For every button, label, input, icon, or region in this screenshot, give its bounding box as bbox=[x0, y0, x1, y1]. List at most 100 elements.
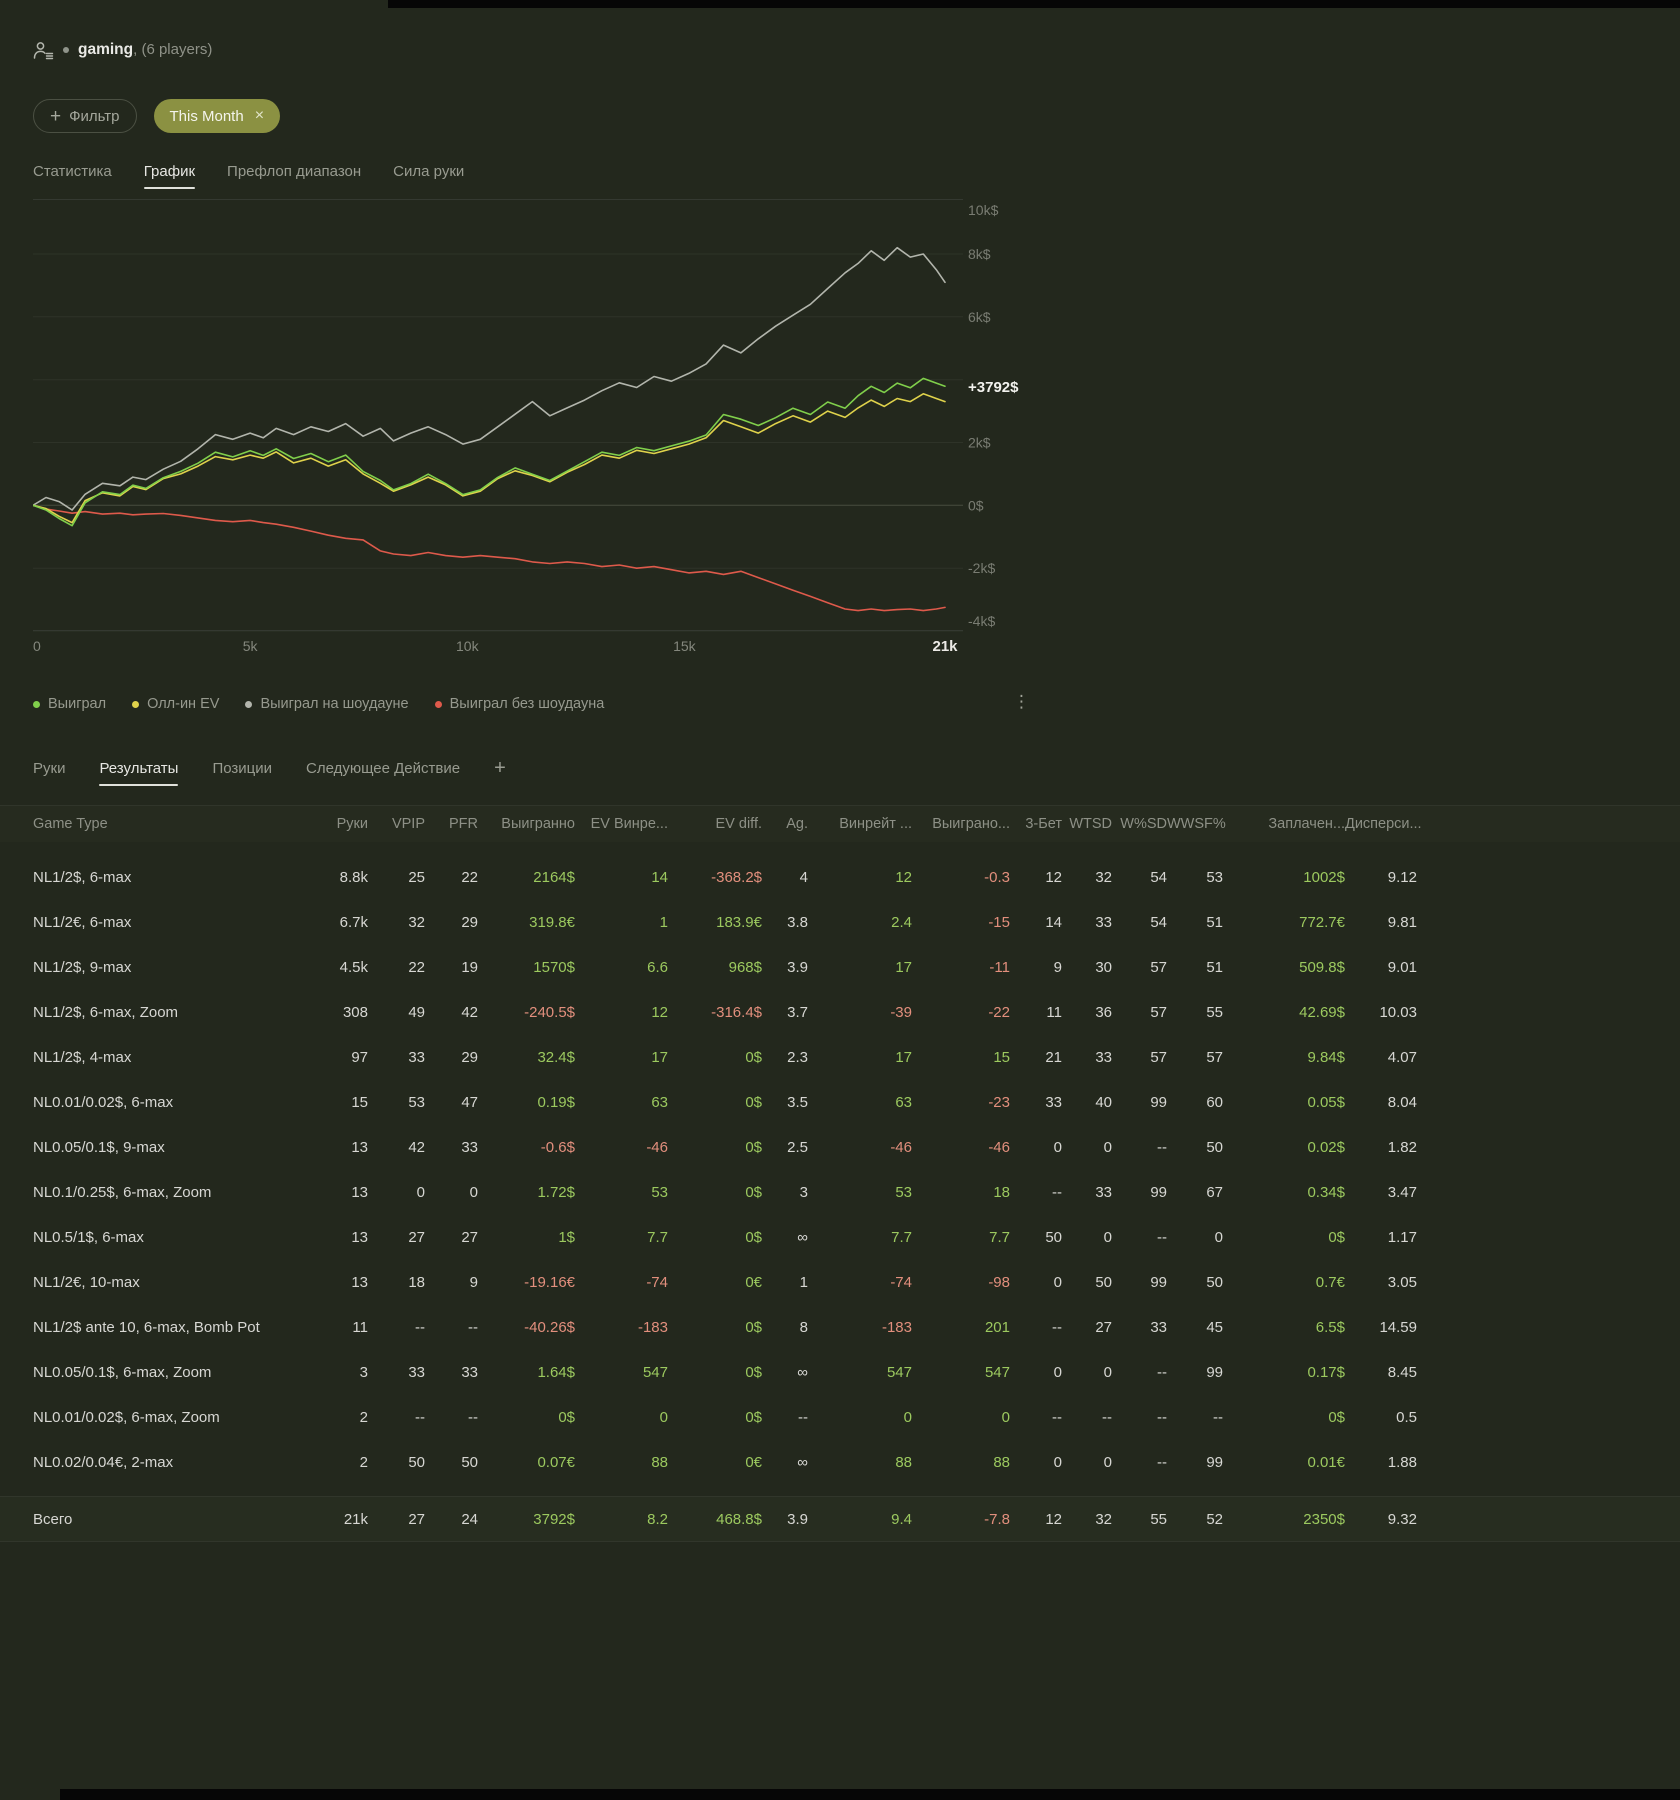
cell-ev-diff: 0$ bbox=[745, 1364, 762, 1381]
col-wsd[interactable]: W%SD bbox=[1120, 816, 1167, 832]
table-row[interactable]: NL0.02/0.04€, 2-max 2 50 50 0.07€ 88 0€ ∞ 88 88 0 0… bbox=[0, 1440, 1680, 1485]
svg-text:10k$: 10k$ bbox=[968, 202, 999, 218]
cell-wsd: -- bbox=[1157, 1139, 1167, 1156]
cell-ev-winrate: -74 bbox=[646, 1274, 668, 1291]
col-variance[interactable]: Дисперси... bbox=[1345, 816, 1422, 832]
table-row[interactable]: NL1/2€, 10-max 13 18 9 -19.16€ -74 0€ 1 -74 -98 0 5… bbox=[0, 1260, 1680, 1305]
tab-next-action[interactable]: Следующее Действие bbox=[306, 760, 461, 777]
cell-wwsf: 99 bbox=[1206, 1454, 1223, 1471]
table-row[interactable]: NL1/2$, 6-max, Zoom 308 49 42 -240.5$ 12 -316.… bbox=[0, 990, 1680, 1035]
cell-ev-winrate: -46 bbox=[646, 1139, 668, 1156]
table-row[interactable]: NL0.5/1$, 6-max 13 27 27 1$ 7.7 0$ ∞ 7.7 7.7 50 0 --… bbox=[0, 1215, 1680, 1260]
cell-hands: 13 bbox=[351, 1184, 368, 1201]
col-ag[interactable]: Ag. bbox=[786, 816, 808, 832]
cell-ev-winrate: 1 bbox=[659, 914, 668, 931]
cell-ev-diff: 0$ bbox=[745, 1409, 762, 1426]
col-3bet[interactable]: 3-Бет bbox=[1025, 816, 1062, 832]
legend-non-showdown[interactable]: Выиграл без шоудауна bbox=[434, 696, 604, 712]
cell-pfr: -- bbox=[468, 1409, 478, 1426]
cell-wtsd: 33 bbox=[1095, 914, 1112, 931]
cell-wtsd: 0 bbox=[1103, 1229, 1112, 1246]
table-row[interactable]: NL1/2$ ante 10, 6-max, Bomb Pot 11 -- -- -40… bbox=[0, 1305, 1680, 1350]
tab-results[interactable]: Результаты bbox=[99, 760, 178, 786]
col-pfr[interactable]: PFR bbox=[449, 816, 478, 832]
cell-won-sd: -23 bbox=[988, 1094, 1010, 1111]
cell-won: 1570$ bbox=[533, 959, 575, 976]
legend-won[interactable]: Выиграл bbox=[33, 696, 106, 712]
cell-wtsd: 0 bbox=[1103, 1364, 1112, 1381]
col-won[interactable]: Выигранно bbox=[501, 816, 575, 832]
table-row[interactable]: NL0.05/0.1$, 9-max 13 42 33 -0.6$ -46 0$ 2.5 -46… bbox=[0, 1125, 1680, 1170]
cell-ev-winrate: 12 bbox=[651, 1004, 668, 1021]
cell-rake: 0.34$ bbox=[1307, 1184, 1345, 1201]
cell-won: 0.07€ bbox=[537, 1454, 575, 1471]
cell-variance: 9.12 bbox=[1387, 869, 1417, 886]
table-header-row: Game Type Руки VPIP PFR Выигранно EV Винре...… bbox=[0, 816, 1680, 832]
col-ev-winrate[interactable]: EV Винре... bbox=[590, 816, 668, 832]
total-cell-variance: 9.32 bbox=[1387, 1510, 1417, 1528]
table-row[interactable]: NL0.05/0.1$, 6-max, Zoom 3 33 33 1.64$ 547 0$ ∞… bbox=[0, 1350, 1680, 1395]
cell-3bet: 0 bbox=[1053, 1454, 1062, 1471]
col-rake[interactable]: Заплачен... bbox=[1268, 816, 1345, 832]
total-cell-vpip: 27 bbox=[408, 1510, 425, 1528]
legend-allin-ev[interactable]: Олл-ин EV bbox=[132, 696, 219, 712]
cell-wsd: 54 bbox=[1150, 869, 1167, 886]
top-tabs: Статистика График Префлоп диапазон Сила рук… bbox=[33, 163, 1647, 191]
cell-game-type: NL0.05/0.1$, 9-max bbox=[33, 1139, 165, 1156]
cell-vpip: 0 bbox=[416, 1184, 425, 1201]
filter-chip-this-month[interactable]: This Month × bbox=[153, 99, 281, 133]
cell-3bet: 12 bbox=[1045, 869, 1062, 886]
legend-dot-showdown bbox=[245, 700, 253, 708]
close-icon[interactable]: × bbox=[254, 107, 265, 124]
col-winrate[interactable]: Винрейт ... bbox=[839, 816, 912, 832]
col-hands[interactable]: Руки bbox=[336, 816, 368, 832]
cell-wtsd: 30 bbox=[1095, 959, 1112, 976]
cell-won-sd: 88 bbox=[993, 1454, 1010, 1471]
tab-positions[interactable]: Позиции bbox=[212, 760, 273, 777]
tab-preflop-range[interactable]: Префлоп диапазон bbox=[227, 163, 362, 180]
table-row[interactable]: NL0.01/0.02$, 6-max 15 53 47 0.19$ 63 0$ 3.5 63 -… bbox=[0, 1080, 1680, 1125]
cell-wwsf: 67 bbox=[1206, 1184, 1223, 1201]
table-row[interactable]: NL0.1/0.25$, 6-max, Zoom 13 0 0 1.72$ 53 0$ 3 53… bbox=[0, 1170, 1680, 1215]
cell-ev-diff: 0$ bbox=[745, 1139, 762, 1156]
table-row[interactable]: NL1/2$, 6-max 8.8k 25 22 2164$ 14 -368.2$ 4 12 -0… bbox=[0, 855, 1680, 900]
cell-wtsd: 33 bbox=[1095, 1184, 1112, 1201]
cell-won: 0$ bbox=[558, 1409, 575, 1426]
svg-text:10k: 10k bbox=[456, 638, 480, 654]
cell-ev-winrate: 88 bbox=[651, 1454, 668, 1471]
cell-game-type: NL1/2$, 4-max bbox=[33, 1049, 132, 1066]
app-root: gaming, (6 players) + Фильтр This Month … bbox=[0, 0, 1680, 1542]
cell-wtsd: -- bbox=[1102, 1409, 1112, 1426]
tab-hands[interactable]: Руки bbox=[33, 760, 66, 777]
cell-ag: ∞ bbox=[797, 1229, 808, 1246]
col-won-sd[interactable]: Выиграно... bbox=[932, 816, 1010, 832]
tab-graph[interactable]: График bbox=[144, 163, 195, 189]
cell-pfr: 47 bbox=[461, 1094, 478, 1111]
status-dot bbox=[63, 47, 69, 53]
table-row[interactable]: NL0.01/0.02$, 6-max, Zoom 2 -- -- 0$ 0 0$ -- 0 0 -… bbox=[0, 1395, 1680, 1440]
col-ev-diff[interactable]: EV diff. bbox=[715, 816, 762, 832]
cell-ag: 3.7 bbox=[787, 1004, 808, 1021]
col-vpip[interactable]: VPIP bbox=[391, 816, 425, 832]
cell-ag: 2.5 bbox=[787, 1139, 808, 1156]
tab-statistics[interactable]: Статистика bbox=[33, 163, 112, 180]
legend-showdown[interactable]: Выиграл на шоудауне bbox=[245, 696, 409, 712]
add-filter-button[interactable]: + Фильтр bbox=[33, 99, 137, 133]
table-row[interactable]: NL1/2$, 4-max 97 33 29 32.4$ 17 0$ 2.3 17 15 21 33 5… bbox=[0, 1035, 1680, 1080]
cell-variance: 8.04 bbox=[1387, 1094, 1417, 1111]
cell-rake: 9.84$ bbox=[1307, 1049, 1345, 1066]
tab-hand-strength[interactable]: Сила руки bbox=[393, 163, 465, 180]
cell-won-sd: 547 bbox=[984, 1364, 1010, 1381]
kebab-menu-icon[interactable]: ⋮ bbox=[1013, 692, 1030, 711]
cell-winrate: 7.7 bbox=[891, 1229, 912, 1246]
col-game-type[interactable]: Game Type bbox=[33, 816, 108, 832]
table-row[interactable]: NL1/2€, 6-max 6.7k 32 29 319.8€ 1 183.9€ 3.8 2.4… bbox=[0, 900, 1680, 945]
legend-dot-non-showdown bbox=[434, 700, 442, 708]
col-wwsf[interactable]: WWSF% bbox=[1167, 816, 1226, 832]
col-wtsd[interactable]: WTSD bbox=[1069, 816, 1112, 832]
cell-wwsf: 51 bbox=[1206, 914, 1223, 931]
cell-vpip: 50 bbox=[408, 1454, 425, 1471]
cell-won: -240.5$ bbox=[524, 1004, 575, 1021]
add-tab-button[interactable]: + bbox=[494, 757, 506, 779]
table-row[interactable]: NL1/2$, 9-max 4.5k 22 19 1570$ 6.6 968$ 3.9 17 -1… bbox=[0, 945, 1680, 990]
